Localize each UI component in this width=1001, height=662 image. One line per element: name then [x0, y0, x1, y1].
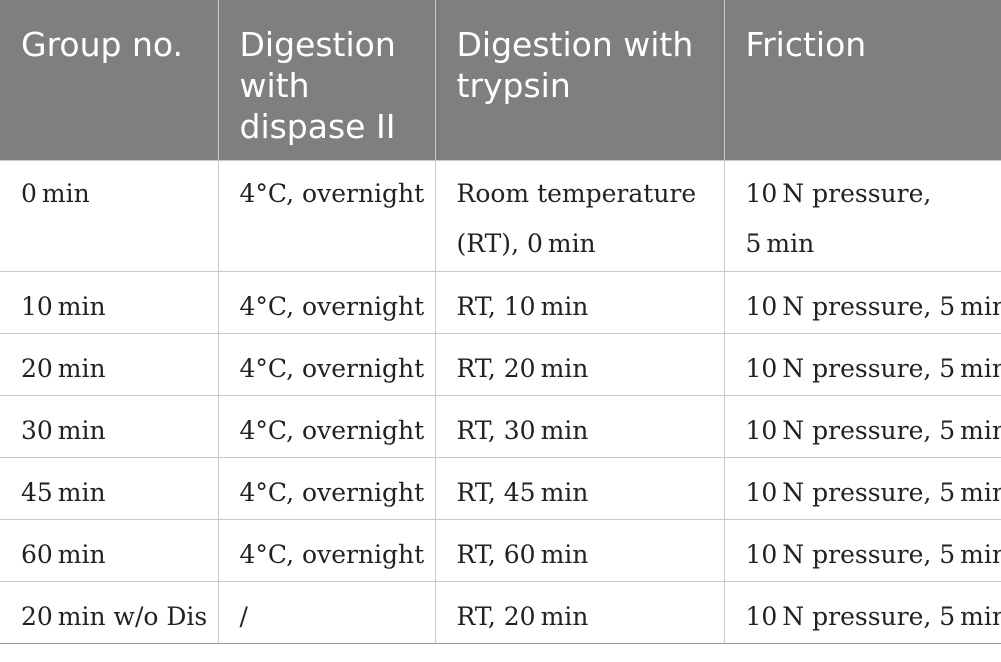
- table-body: 0 min 4°C, overnight Room temperature (R…: [0, 159, 1001, 644]
- cell-friction: 10 N pressure, 5 min: [723, 332, 1001, 395]
- cell-trypsin: RT, 30 min: [434, 394, 724, 457]
- table-row: 30 min 4°C, overnight RT, 30 min 10 N pr…: [0, 394, 1001, 457]
- cell-friction: 10 N pressure, 5 min: [723, 394, 1001, 457]
- header-friction: Friction: [723, 0, 1001, 160]
- data-table-container: Group no. Digestion with dispase II Dige…: [0, 0, 1001, 644]
- data-table: Group no. Digestion with dispase II Dige…: [0, 0, 1001, 644]
- table-row: 20 min 4°C, overnight RT, 20 min 10 N pr…: [0, 332, 1001, 395]
- cell-friction: 10 N pressure, 5 min: [723, 518, 1001, 581]
- cell-dispase: 4°C, overnight: [217, 159, 435, 271]
- cell-group-no: 10 min: [0, 270, 218, 333]
- cell-friction: 10 N pressure, 5 min: [723, 456, 1001, 519]
- cell-friction: 10 N pressure, 5 min: [723, 270, 1001, 333]
- header-group-no: Group no.: [21, 25, 183, 64]
- cell-trypsin: Room temperature (RT), 0 min: [434, 159, 724, 271]
- cell-trypsin: RT, 60 min: [434, 518, 724, 581]
- cell-dispase: 4°C, overnight: [217, 394, 435, 457]
- header-trypsin: Digestion with trypsin: [434, 0, 724, 160]
- cell-dispase: 4°C, overnight: [217, 518, 435, 581]
- cell-dispase: 4°C, overnight: [217, 456, 435, 519]
- cell-trypsin: RT, 10 min: [434, 270, 724, 333]
- cell-group-no: 20 min: [0, 332, 218, 395]
- cell-group-no: 45 min: [0, 456, 218, 519]
- cell-group-no: 30 min: [0, 394, 218, 457]
- header-dispase: Digestion with dispase II: [217, 0, 435, 160]
- table-row: 0 min 4°C, overnight Room temperature (R…: [0, 159, 1001, 271]
- cell-friction: 10 N pressure, 5 min: [723, 580, 1001, 644]
- table-row: 45 min 4°C, overnight RT, 45 min 10 N pr…: [0, 456, 1001, 519]
- cell-group-no: 60 min: [0, 518, 218, 581]
- cell-dispase: /: [217, 580, 435, 644]
- cell-trypsin: RT, 20 min: [434, 332, 724, 395]
- table-row: 60 min 4°C, overnight RT, 60 min 10 N pr…: [0, 518, 1001, 581]
- cell-dispase: 4°C, overnight: [217, 332, 435, 395]
- cell-group-no: 20 min w/o Dis: [0, 580, 218, 644]
- cell-trypsin: RT, 20 min: [434, 580, 724, 644]
- table-row: 20 min w/o Dis / RT, 20 min 10 N pressur…: [0, 580, 1001, 644]
- cell-trypsin: RT, 45 min: [434, 456, 724, 519]
- table-row: 10 min 4°C, overnight RT, 10 min 10 N pr…: [0, 270, 1001, 333]
- header-row: Group no. Digestion with dispase II Dige…: [0, 0, 1001, 160]
- table-header: Group no. Digestion with dispase II Dige…: [0, 0, 1001, 160]
- cell-friction: 10 N pressure, 5 min: [723, 159, 1001, 271]
- cell-dispase: 4°C, overnight: [217, 270, 435, 333]
- cell-group-no: 0 min: [0, 159, 218, 271]
